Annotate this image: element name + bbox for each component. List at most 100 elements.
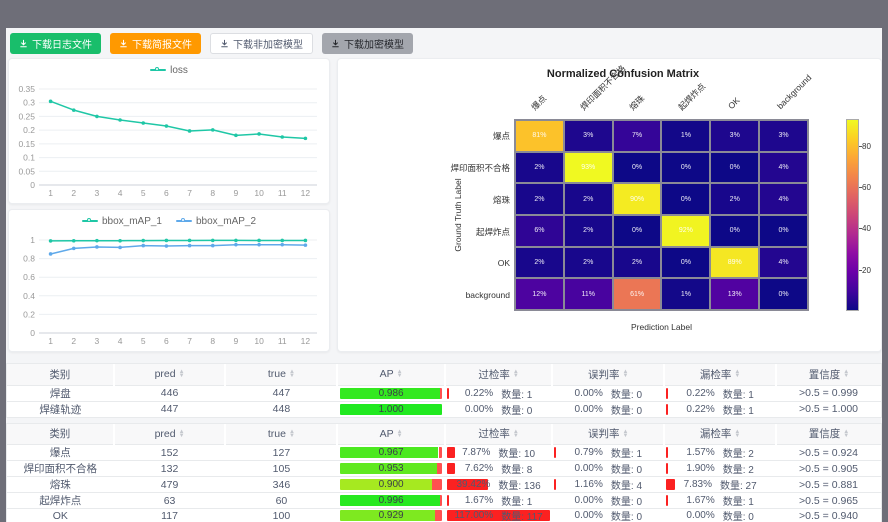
- sort-carets-icon[interactable]: ▲ ▼: [178, 428, 185, 439]
- svg-text:10: 10: [254, 336, 264, 346]
- cm-row-label: 熔珠: [492, 195, 510, 205]
- metric-count: 数量: 0: [610, 497, 643, 508]
- column-header-漏检率[interactable]: 漏检率 ▲ ▼: [664, 364, 778, 386]
- ap-value: 0.986: [378, 387, 404, 399]
- sort-carets-icon[interactable]: ▲ ▼: [843, 369, 850, 380]
- svg-text:0.25: 0.25: [18, 111, 35, 121]
- class-name-cell: 焊盘: [7, 385, 114, 402]
- colorbar-tick-label: 60: [862, 183, 871, 193]
- pred-cell: 152: [113, 444, 226, 461]
- miss-cell: 1.90% 数量: 2: [664, 460, 777, 477]
- metric-pct: 0.00%: [574, 495, 603, 506]
- column-header-误判率[interactable]: 误判率 ▲ ▼: [552, 364, 666, 386]
- svg-text:1: 1: [48, 188, 53, 198]
- svg-text:2: 2: [71, 336, 76, 346]
- download-button-label: 下载日志文件: [32, 40, 92, 51]
- cm-cell-1-1: 93%: [563, 151, 613, 184]
- metric-pct: 1.90%: [686, 463, 715, 474]
- column-header-label: 过检率: [478, 428, 510, 441]
- svg-text:8: 8: [210, 188, 215, 198]
- download-button-2[interactable]: 下载简报文件: [110, 33, 201, 54]
- class-name-cell: 爆点: [7, 444, 114, 461]
- cm-row-label: OK: [497, 258, 510, 268]
- cm-cell-4-1: 2%: [563, 246, 613, 279]
- cm-cell-4-4: 89%: [710, 246, 760, 279]
- ap-cell: 0.900: [337, 476, 445, 493]
- cm-cell-1-3: 0%: [661, 151, 711, 184]
- metric-count: 数量: 1: [722, 389, 754, 401]
- confusion-matrix-xlabel: Prediction Label: [631, 322, 692, 332]
- cm-col-label: OK: [726, 95, 742, 111]
- column-header-过检率[interactable]: 过检率 ▲ ▼: [444, 423, 554, 445]
- column-header-误判率[interactable]: 误判率 ▲ ▼: [552, 423, 666, 445]
- metric-count: 数量: 4: [610, 481, 643, 492]
- svg-text:1: 1: [48, 336, 53, 346]
- svg-text:0: 0: [30, 180, 35, 190]
- legend-label: bbox_mAP_1: [101, 215, 162, 227]
- table-row: 焊盘 446 447 0.986 0.22% 数量: 1 0.00% 数量: 0 0.22% 数量…: [7, 385, 881, 402]
- sort-carets-icon[interactable]: ▲ ▼: [288, 369, 295, 380]
- metric-pct: 0.22%: [464, 387, 494, 399]
- column-header-过检率[interactable]: 过检率 ▲ ▼: [444, 364, 554, 386]
- sort-carets-icon[interactable]: ▲ ▼: [734, 428, 741, 439]
- svg-text:0.3: 0.3: [23, 98, 35, 108]
- loss-chart-card: loss 0 0.05 0.1 0.15 0.2 0.25 0.3 0.35 1 2 3 4 5 6 7 8 9…: [8, 58, 330, 204]
- column-header-pred[interactable]: pred ▲ ▼: [113, 364, 227, 386]
- download-icon: [20, 39, 27, 48]
- sort-carets-icon[interactable]: ▲ ▼: [512, 428, 519, 439]
- misjudge-cell: 0.00% 数量: 0: [552, 509, 664, 522]
- column-header-AP[interactable]: AP ▲ ▼: [337, 364, 446, 386]
- legend-item-bbox_mAP_2[interactable]: bbox_mAP_2: [176, 216, 256, 227]
- sort-carets-icon[interactable]: ▲ ▼: [622, 369, 629, 380]
- pred-cell: 479: [113, 476, 226, 493]
- sort-carets-icon[interactable]: ▲ ▼: [178, 369, 185, 380]
- cm-cell-0-1: 3%: [563, 120, 613, 152]
- sort-carets-icon[interactable]: ▲ ▼: [512, 369, 519, 380]
- cm-cell-2-2: 90%: [612, 183, 662, 215]
- download-button-4[interactable]: 下载加密模型: [322, 33, 413, 54]
- cm-cell-3-1: 2%: [563, 214, 613, 247]
- true-cell: 346: [225, 476, 338, 493]
- cm-cell-1-0: 2%: [515, 151, 564, 184]
- cm-cell-3-0: 6%: [515, 214, 564, 247]
- download-button-3[interactable]: 下载非加密模型: [210, 33, 313, 54]
- ap-cell: 0.986: [337, 385, 445, 402]
- cm-cell-0-0: 81%: [515, 120, 564, 152]
- metric-pct: 0.22%: [686, 387, 715, 399]
- table-row: 焊缝轨迹 447 448 1.000 0.00% 数量: 0 0.00% 数量: 0 0.22%…: [7, 401, 881, 417]
- metric-count: 数量: 2: [722, 449, 754, 460]
- svg-text:9: 9: [234, 336, 239, 346]
- metrics-tables-section: 类别 pred ▲ ▼ true ▲ ▼ AP ▲ ▼ 过检率 ▲ ▼ 误判率 ▲ ▼ 漏检率 ▲ ▼ 置信度 ▲ ▼ 焊盘…: [6, 363, 882, 522]
- confidence-cell: >0.5 = 0.881: [776, 476, 881, 493]
- column-header-true[interactable]: true ▲ ▼: [225, 423, 339, 445]
- column-header-pred[interactable]: pred ▲ ▼: [113, 423, 227, 445]
- legend-item-bbox_mAP_1[interactable]: bbox_mAP_1: [81, 215, 162, 227]
- legend-label: bbox_mAP_2: [196, 215, 257, 227]
- download-button-1[interactable]: 下载日志文件: [10, 33, 101, 54]
- sort-carets-icon[interactable]: ▲ ▼: [288, 428, 295, 439]
- column-header-漏检率[interactable]: 漏检率 ▲ ▼: [664, 423, 778, 445]
- colorbar-tick: [859, 269, 862, 271]
- column-header-类别: 类别: [7, 423, 115, 445]
- metric-pct: 1.57%: [686, 447, 715, 458]
- cm-row-label: 焊印面积不合格: [450, 163, 510, 173]
- sort-carets-icon[interactable]: ▲ ▼: [843, 428, 850, 439]
- class-name-cell: 焊缝轨迹: [39, 403, 82, 416]
- cm-cell-2-1: 2%: [563, 183, 613, 215]
- legend-item-loss[interactable]: loss: [150, 65, 188, 76]
- sort-carets-icon[interactable]: ▲ ▼: [396, 369, 403, 380]
- metric-pct: 0.00%: [686, 510, 715, 521]
- metric-count: 数量: 1: [610, 449, 643, 460]
- column-header-置信度[interactable]: 置信度 ▲ ▼: [776, 423, 881, 445]
- overdetect-cell: 0.00% 数量: 0: [445, 401, 553, 417]
- pred-cell: 63: [113, 492, 226, 509]
- sort-carets-icon[interactable]: ▲ ▼: [396, 428, 403, 439]
- metric-count: 数量: 1: [501, 497, 533, 508]
- column-header-置信度[interactable]: 置信度 ▲ ▼: [776, 364, 881, 386]
- column-header-true[interactable]: true ▲ ▼: [225, 364, 339, 386]
- column-header-AP[interactable]: AP ▲ ▼: [337, 423, 446, 445]
- cm-row-label: 起焊炸点: [475, 227, 510, 237]
- sort-carets-icon[interactable]: ▲ ▼: [622, 428, 629, 439]
- sort-carets-icon[interactable]: ▲ ▼: [734, 369, 741, 380]
- colorbar-tick-label: 20: [862, 265, 871, 275]
